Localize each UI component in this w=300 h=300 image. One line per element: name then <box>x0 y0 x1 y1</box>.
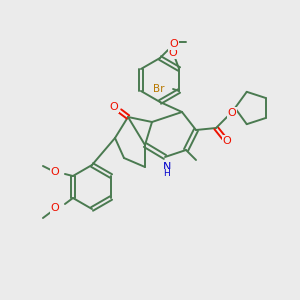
Text: O: O <box>51 167 59 177</box>
Text: O: O <box>169 39 178 49</box>
Text: Br: Br <box>153 84 165 94</box>
Text: O: O <box>228 108 236 118</box>
Text: N: N <box>163 162 171 172</box>
Text: O: O <box>51 203 59 213</box>
Text: O: O <box>169 48 177 58</box>
Text: H: H <box>164 169 170 178</box>
Text: O: O <box>110 102 118 112</box>
Text: O: O <box>223 136 231 146</box>
